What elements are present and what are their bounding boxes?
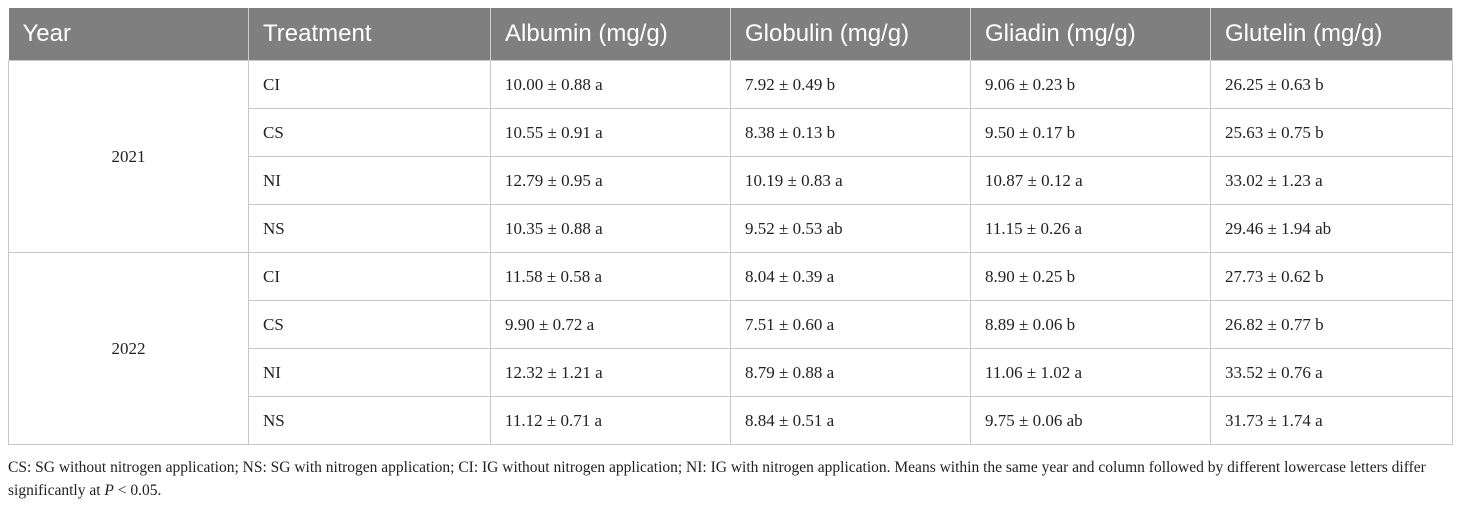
value-cell: 27.73 ± 0.62 b	[1210, 252, 1453, 301]
value-cell: 11.12 ± 0.71 a	[490, 396, 731, 445]
value-cell: 9.52 ± 0.53 ab	[730, 204, 971, 253]
table-body: 2021 CI 10.00 ± 0.88 a 7.92 ± 0.49 b 9.06 ± …	[8, 60, 1453, 445]
table-row: NS 11.12 ± 0.71 a 8.84 ± 0.51 a 9.75 ± 0.06…	[9, 396, 1453, 445]
year-cell: 2022	[8, 252, 249, 445]
column-header: Glutelin (mg/g)	[1210, 8, 1453, 61]
value-cell: 33.02 ± 1.23 a	[1210, 156, 1453, 205]
value-cell: 9.06 ± 0.23 b	[970, 60, 1211, 109]
table-row: CS 9.90 ± 0.72 a 7.51 ± 0.60 a 8.89 ± 0.06 …	[9, 300, 1453, 349]
table-row: 2021 CI 10.00 ± 0.88 a 7.92 ± 0.49 b 9.06 ± …	[8, 60, 1453, 253]
footnote: CS: SG without nitrogen application; NS:…	[8, 456, 1452, 502]
value-cell: 9.50 ± 0.17 b	[970, 108, 1211, 157]
value-cell: 10.00 ± 0.88 a	[490, 60, 731, 109]
value-cell: 7.92 ± 0.49 b	[730, 60, 971, 109]
table-row: NI 12.32 ± 1.21 a 8.79 ± 0.88 a 11.06 ± 1.0…	[9, 348, 1453, 397]
treatment-cell: NS	[248, 396, 491, 445]
treatment-cell: CS	[248, 108, 491, 157]
treatment-cell: CS	[248, 300, 491, 349]
table-row: NS 10.35 ± 0.88 a 9.52 ± 0.53 ab 11.15 ± 0.…	[9, 204, 1453, 253]
value-cell: 8.38 ± 0.13 b	[730, 108, 971, 157]
data-table: Year Treatment Albumin (mg/g) Globulin (mg/…	[8, 8, 1453, 445]
treatment-cell: CI	[248, 60, 491, 109]
value-cell: 11.06 ± 1.02 a	[970, 348, 1211, 397]
value-cell: 31.73 ± 1.74 a	[1210, 396, 1453, 445]
value-cell: 8.84 ± 0.51 a	[730, 396, 971, 445]
value-cell: 12.32 ± 1.21 a	[490, 348, 731, 397]
value-cell: 10.87 ± 0.12 a	[970, 156, 1211, 205]
column-header: Year	[8, 8, 249, 61]
value-cell: 10.55 ± 0.91 a	[490, 108, 731, 157]
treatment-cell: NI	[248, 348, 491, 397]
value-cell: 9.75 ± 0.06 ab	[970, 396, 1211, 445]
value-cell: 12.79 ± 0.95 a	[490, 156, 731, 205]
value-cell: 8.79 ± 0.88 a	[730, 348, 971, 397]
value-cell: 9.90 ± 0.72 a	[490, 300, 731, 349]
treatment-cell: NI	[248, 156, 491, 205]
footnote-tail: < 0.05.	[113, 482, 162, 499]
value-cell: 26.25 ± 0.63 b	[1210, 60, 1453, 109]
value-cell: 11.15 ± 0.26 a	[970, 204, 1211, 253]
value-cell: 8.89 ± 0.06 b	[970, 300, 1211, 349]
header-row: Year Treatment Albumin (mg/g) Globulin (mg/…	[8, 8, 1453, 61]
column-header: Treatment	[248, 8, 491, 61]
year-cell: 2021	[8, 60, 249, 253]
value-cell: 25.63 ± 0.75 b	[1210, 108, 1453, 157]
value-cell: 29.46 ± 1.94 ab	[1210, 204, 1453, 253]
value-cell: 10.19 ± 0.83 a	[730, 156, 971, 205]
value-cell: 8.90 ± 0.25 b	[970, 252, 1211, 301]
table-row: 2022 CI 11.58 ± 0.58 a 8.04 ± 0.39 a 8.90 ± …	[8, 252, 1453, 445]
table-container: Year Treatment Albumin (mg/g) Globulin (mg/…	[8, 8, 1453, 445]
value-cell: 10.35 ± 0.88 a	[490, 204, 731, 253]
value-cell: 8.04 ± 0.39 a	[730, 252, 971, 301]
value-cell: 7.51 ± 0.60 a	[730, 300, 971, 349]
footnote-text: CS: SG without nitrogen application; NS:…	[8, 459, 1426, 499]
column-header: Albumin (mg/g)	[490, 8, 731, 61]
value-cell: 11.58 ± 0.58 a	[490, 252, 731, 301]
column-header: Globulin (mg/g)	[730, 8, 971, 61]
table-row: CS 10.55 ± 0.91 a 8.38 ± 0.13 b 9.50 ± 0.17…	[9, 108, 1453, 157]
column-header: Gliadin (mg/g)	[970, 8, 1211, 61]
treatment-cell: CI	[248, 252, 491, 301]
value-cell: 26.82 ± 0.77 b	[1210, 300, 1453, 349]
treatment-cell: NS	[248, 204, 491, 253]
value-cell: 33.52 ± 0.76 a	[1210, 348, 1453, 397]
table-row: NI 12.79 ± 0.95 a 10.19 ± 0.83 a 10.87 ± 0.…	[9, 156, 1453, 205]
footnote-italic: P	[104, 482, 114, 499]
